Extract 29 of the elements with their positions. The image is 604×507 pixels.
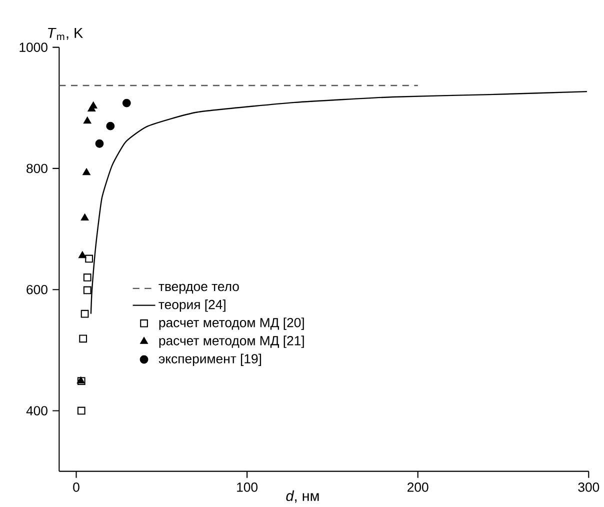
legend-label: теория [24] [158,299,226,312]
legend-label: твердое тело [158,284,239,294]
y-tick-label: 400 [26,406,48,416]
point [106,122,115,130]
x-tick-label: 300 [578,482,600,492]
x-tick-label: 200 [408,482,428,492]
point [78,251,86,258]
point [85,254,94,263]
point [79,334,88,343]
y-tick-label: 1000 [20,42,48,52]
point [89,101,98,108]
y-tick-label: 800 [26,164,48,174]
legend-label: расчет методом МД [20] [159,318,304,330]
y-axis-title: T$_{m}$, K [48,28,84,40]
x-tick-label: 0 [73,482,80,492]
point [95,139,104,148]
point [83,286,92,294]
point [80,213,89,220]
x-axis-title: d, нм [286,490,319,503]
point [80,310,89,318]
point [82,168,91,176]
y-tick-label: 600 [26,284,48,294]
legend-label: эксперимент [19] [158,354,262,366]
x-tick-label: 100 [237,482,258,492]
legend-label: расчет методом МД [21] [159,336,304,348]
point [83,116,92,124]
point [77,406,86,415]
point [83,273,92,282]
point [122,98,131,108]
